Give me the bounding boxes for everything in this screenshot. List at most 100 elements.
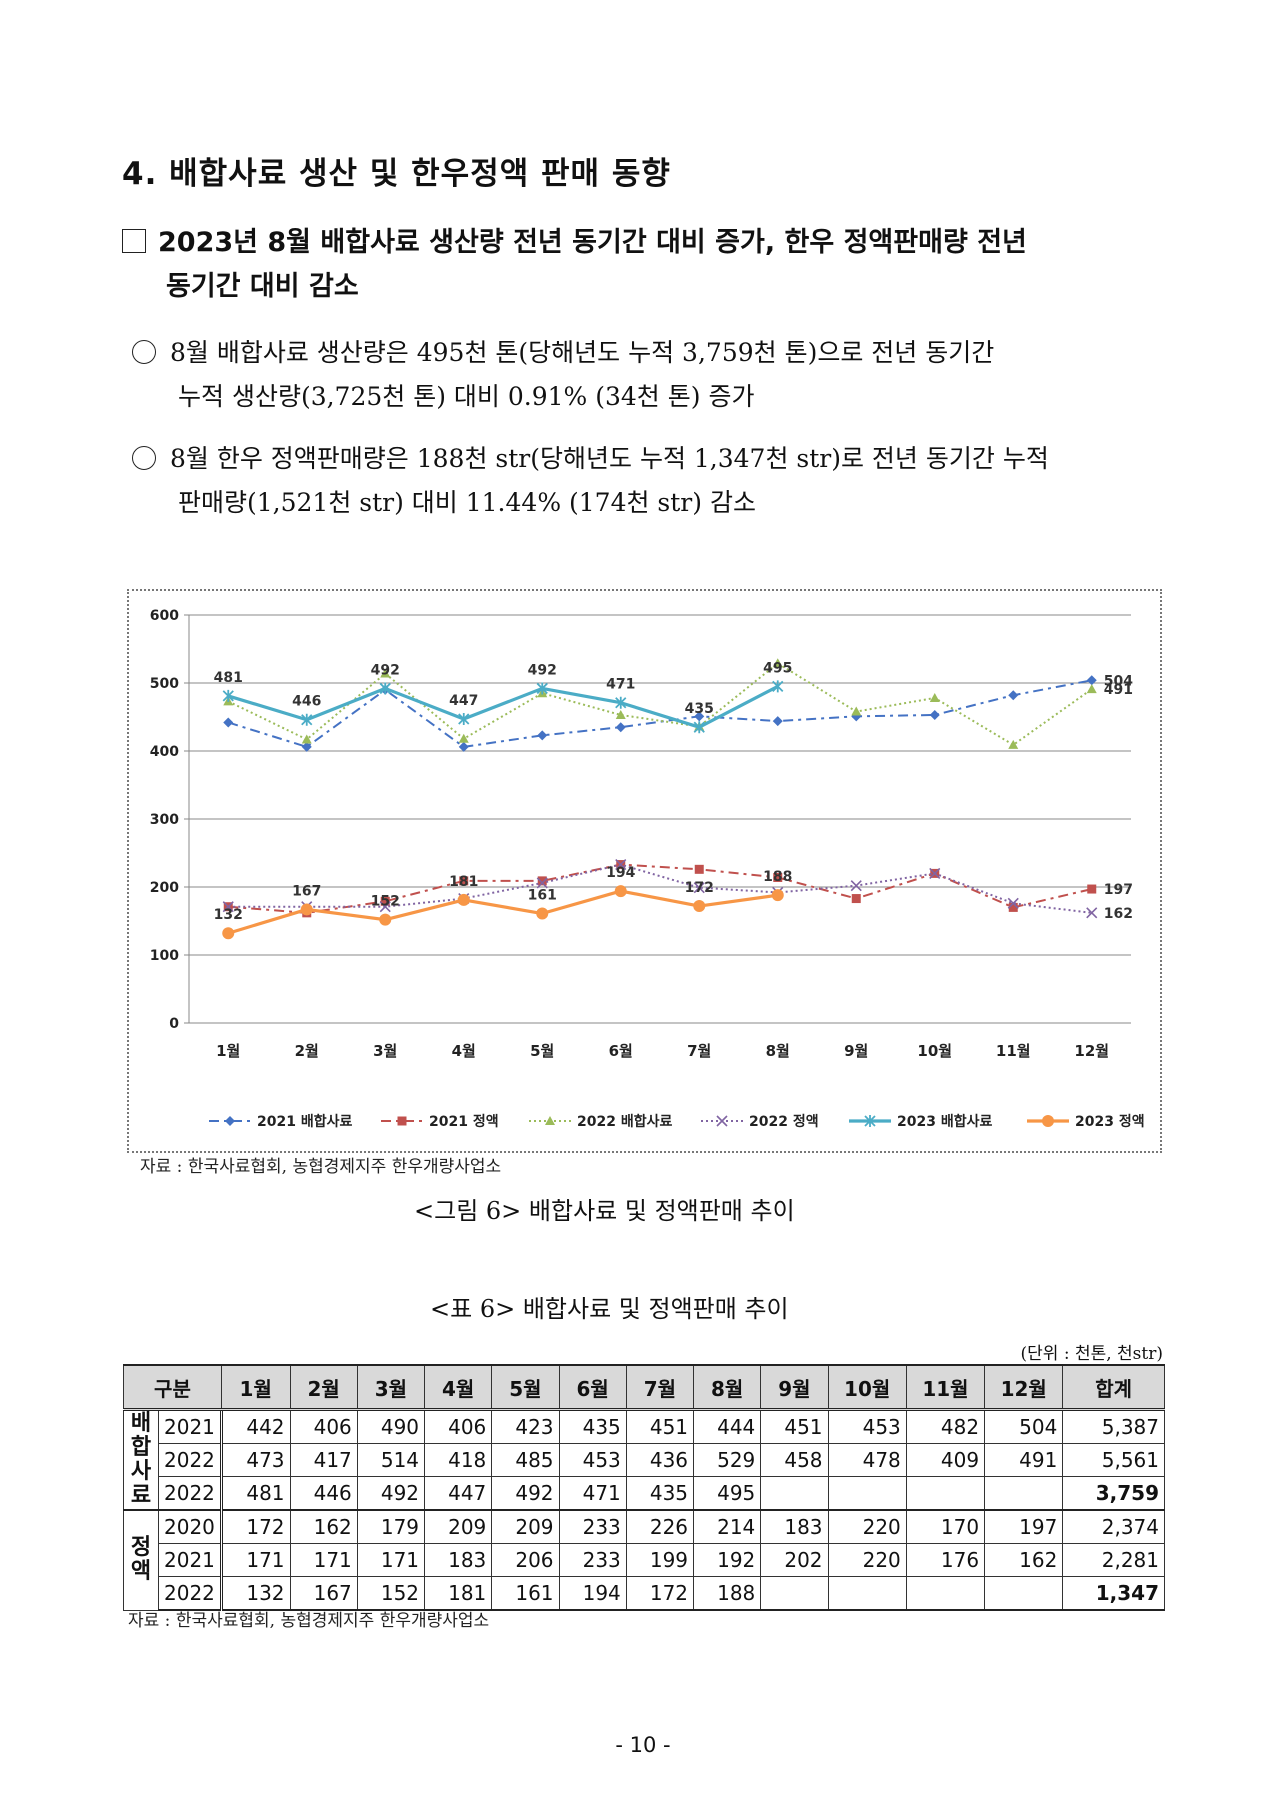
summary-line-2: 동기간 대비 감소 xyxy=(166,271,359,302)
data-label: 495 xyxy=(763,660,792,676)
bullet-semen-sales: 8월 한우 정액판매량은 188천 str(당해년도 누적 1,347천 str… xyxy=(132,437,1167,525)
total-cell: 2,281 xyxy=(1062,1543,1165,1577)
table-caption: <표 6> 배합사료 및 정액판매 추이 xyxy=(430,1295,789,1323)
header-cell: 11월 xyxy=(905,1364,986,1411)
data-point xyxy=(301,713,313,726)
data-point xyxy=(851,894,861,904)
data-label: 492 xyxy=(528,662,557,678)
value-cell: 132 xyxy=(220,1576,291,1611)
year-cell: 2021 xyxy=(158,1409,223,1444)
y-tick-label: 400 xyxy=(150,744,179,760)
table-unit: (단위 : 천톤, 천str) xyxy=(1020,1344,1164,1364)
value-cell: 447 xyxy=(424,1476,493,1511)
legend-label: 2021 배합사료 xyxy=(257,1113,352,1130)
data-point xyxy=(300,903,313,916)
value-cell: 172 xyxy=(625,1576,695,1611)
legend-label: 2022 배합사료 xyxy=(577,1113,672,1130)
legend-label: 2023 배합사료 xyxy=(897,1113,992,1130)
data-point xyxy=(222,689,234,702)
circle-bullet-icon xyxy=(132,340,156,364)
data-label: 481 xyxy=(214,670,243,686)
value-cell: 451 xyxy=(625,1409,695,1444)
page-number: - 10 - xyxy=(615,1733,671,1757)
value-cell: 214 xyxy=(693,1509,762,1544)
value-cell: 188 xyxy=(693,1576,762,1611)
summary-line-1: 2023년 8월 배합사료 생산량 전년 동기간 대비 증가, 한우 정액판매량… xyxy=(158,227,1027,258)
data-point xyxy=(537,876,547,886)
data-point xyxy=(1086,684,1097,694)
table-row: 2021 171 171 171 183 206 233 199 192 202 220 176 162… xyxy=(124,1543,1165,1577)
value-cell xyxy=(905,1476,986,1511)
data-label: 197 xyxy=(1104,882,1133,898)
data-point xyxy=(1008,690,1019,701)
data-label: 194 xyxy=(606,865,635,881)
data-point xyxy=(545,1116,555,1125)
table-row: 2022 473 417 514 418 485 453 436 529 458 478 409 491… xyxy=(124,1443,1165,1477)
data-label: 491 xyxy=(1104,682,1133,698)
value-cell: 442 xyxy=(220,1409,291,1444)
data-point xyxy=(223,717,234,728)
data-point xyxy=(716,1115,728,1127)
header-cell: 합계 xyxy=(1062,1364,1165,1411)
data-point xyxy=(458,733,469,743)
data-point xyxy=(929,692,940,702)
value-cell: 209 xyxy=(491,1509,560,1544)
value-cell: 233 xyxy=(558,1543,627,1577)
value-cell: 172 xyxy=(220,1509,291,1544)
data-point xyxy=(693,900,706,913)
data-point xyxy=(1008,902,1018,912)
value-cell: 473 xyxy=(220,1443,291,1477)
value-cell: 529 xyxy=(693,1443,762,1477)
value-cell: 485 xyxy=(491,1443,560,1477)
total-cell: 3,759 xyxy=(1062,1476,1165,1511)
value-cell: 220 xyxy=(827,1543,907,1577)
value-cell: 171 xyxy=(356,1543,426,1577)
value-cell: 451 xyxy=(760,1409,829,1444)
value-cell: 170 xyxy=(905,1509,986,1544)
header-cell: 2월 xyxy=(289,1364,358,1411)
header-cell: 10월 xyxy=(827,1364,907,1411)
total-cell: 5,561 xyxy=(1062,1443,1165,1477)
x-tick-label: 3월 xyxy=(373,1042,397,1060)
table-row: 배 합 사 료 2021 442 406 490 406 423 435 451 444 451 453 48… xyxy=(123,1409,1165,1511)
data-point xyxy=(614,885,627,898)
data-point xyxy=(850,880,862,892)
summary-heading: 2023년 8월 배합사료 생산량 전년 동기간 대비 증가, 한우 정액판매량… xyxy=(122,221,1167,309)
bullet-line-2: 판매량(1,521천 str) 대비 11.44% (174천 str) 감소 xyxy=(178,488,756,517)
data-label: 132 xyxy=(214,907,243,923)
figure-source: 자료 : 한국사료협회, 농협경제지주 한우개량사업소 xyxy=(140,1157,502,1177)
x-tick-label: 5월 xyxy=(530,1042,554,1060)
x-tick-label: 8월 xyxy=(766,1042,790,1060)
x-tick-label: 11월 xyxy=(996,1042,1031,1060)
data-label: 161 xyxy=(528,888,557,904)
data-point xyxy=(615,722,626,733)
value-cell: 409 xyxy=(905,1443,986,1477)
data-point xyxy=(851,706,862,716)
value-cell: 444 xyxy=(693,1409,762,1444)
data-point xyxy=(1007,897,1019,909)
x-tick-label: 1월 xyxy=(216,1042,240,1060)
value-cell: 171 xyxy=(289,1543,358,1577)
value-cell: 167 xyxy=(289,1576,358,1611)
value-cell: 481 xyxy=(220,1476,291,1511)
data-point xyxy=(379,913,392,926)
data-point xyxy=(772,716,783,727)
data-point xyxy=(694,864,704,874)
value-cell: 446 xyxy=(289,1476,358,1511)
value-cell: 161 xyxy=(491,1576,560,1611)
value-cell xyxy=(984,1476,1064,1511)
value-cell: 435 xyxy=(558,1409,627,1444)
value-cell: 504 xyxy=(984,1409,1064,1444)
y-tick-label: 0 xyxy=(169,1016,179,1032)
value-cell: 406 xyxy=(289,1409,358,1444)
value-cell: 181 xyxy=(424,1576,493,1611)
value-cell: 152 xyxy=(356,1576,426,1611)
data-point xyxy=(1008,739,1019,749)
value-cell: 458 xyxy=(760,1443,829,1477)
value-cell xyxy=(905,1576,986,1611)
data-point xyxy=(301,734,312,744)
header-category: 구분 xyxy=(123,1364,222,1411)
data-point xyxy=(536,907,549,920)
value-cell: 436 xyxy=(625,1443,695,1477)
data-point xyxy=(379,901,391,913)
